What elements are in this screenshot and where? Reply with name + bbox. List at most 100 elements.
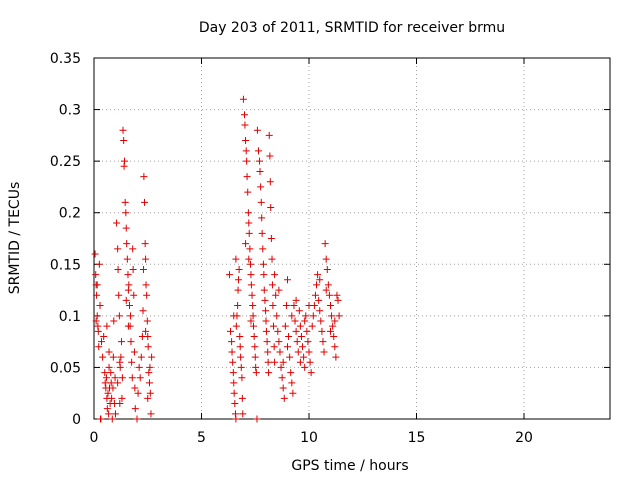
data-point bbox=[314, 271, 322, 279]
data-point bbox=[122, 296, 130, 304]
data-point bbox=[262, 307, 270, 315]
data-point bbox=[119, 126, 127, 134]
data-point bbox=[260, 286, 268, 294]
data-point bbox=[251, 353, 259, 361]
data-point bbox=[301, 317, 309, 325]
data-point bbox=[265, 369, 273, 377]
data-point bbox=[286, 353, 294, 361]
data-point bbox=[116, 363, 124, 371]
data-point bbox=[274, 327, 282, 335]
data-point bbox=[316, 307, 324, 315]
data-point bbox=[120, 137, 128, 145]
data-point bbox=[146, 389, 154, 397]
data-point bbox=[237, 353, 245, 361]
data-point bbox=[321, 240, 329, 248]
data-point bbox=[242, 240, 250, 248]
data-point bbox=[115, 291, 123, 299]
data-point bbox=[311, 291, 319, 299]
data-point bbox=[252, 363, 260, 371]
data-point bbox=[134, 389, 142, 397]
data-point bbox=[94, 327, 102, 335]
data-point bbox=[291, 317, 299, 325]
grid bbox=[94, 58, 610, 419]
data-point bbox=[121, 157, 129, 165]
data-point bbox=[271, 271, 279, 279]
data-point bbox=[269, 302, 277, 310]
data-point bbox=[91, 250, 99, 258]
axis-ticks: 0 5 10 15 20 0 0.05 0.1 0.15 0.2 0.25 0.3 0.35 bbox=[50, 51, 610, 446]
data-point bbox=[145, 379, 153, 387]
data-point bbox=[122, 209, 130, 217]
data-point bbox=[247, 281, 255, 289]
data-point bbox=[322, 255, 330, 263]
data-point bbox=[124, 322, 132, 330]
data-point bbox=[136, 374, 144, 382]
data-point bbox=[129, 265, 137, 273]
data-point bbox=[244, 209, 252, 217]
data-point bbox=[279, 358, 287, 366]
data-point bbox=[108, 415, 116, 423]
data-point bbox=[308, 322, 316, 330]
data-point bbox=[332, 353, 340, 361]
data-point bbox=[334, 296, 342, 304]
data-point bbox=[131, 405, 139, 413]
data-point bbox=[108, 394, 116, 402]
data-point bbox=[328, 312, 336, 320]
data-point bbox=[277, 363, 285, 371]
x-tick-label: 20 bbox=[515, 430, 533, 446]
data-point bbox=[245, 219, 253, 227]
data-point bbox=[330, 332, 338, 340]
data-point bbox=[266, 152, 274, 160]
data-point bbox=[127, 338, 135, 346]
data-point bbox=[318, 327, 326, 335]
data-point bbox=[278, 374, 286, 382]
data-point bbox=[93, 291, 101, 299]
data-point bbox=[130, 291, 138, 299]
data-point bbox=[99, 353, 107, 361]
data-point bbox=[238, 374, 246, 382]
data-point bbox=[122, 224, 130, 232]
data-point bbox=[293, 338, 301, 346]
data-point bbox=[313, 281, 321, 289]
data-point bbox=[288, 379, 296, 387]
data-point bbox=[295, 307, 303, 315]
data-point bbox=[239, 410, 247, 418]
data-point bbox=[93, 312, 101, 320]
data-point bbox=[325, 291, 333, 299]
data-point bbox=[239, 95, 247, 103]
chart-title: Day 203 of 2011, SRMTID for receiver brm… bbox=[199, 20, 505, 36]
data-point bbox=[270, 343, 278, 351]
data-point bbox=[335, 312, 343, 320]
y-tick-label: 0.1 bbox=[59, 309, 81, 325]
data-point bbox=[125, 302, 133, 310]
data-point bbox=[267, 204, 275, 212]
data-point bbox=[292, 327, 300, 335]
data-point bbox=[315, 296, 323, 304]
data-point bbox=[238, 394, 246, 402]
data-point bbox=[225, 271, 233, 279]
data-point bbox=[243, 173, 251, 181]
data-point bbox=[98, 338, 106, 346]
y-tick-label: 0.3 bbox=[59, 103, 81, 119]
data-point bbox=[232, 415, 240, 423]
data-point bbox=[105, 410, 113, 418]
data-point bbox=[320, 348, 328, 356]
data-point bbox=[250, 322, 258, 330]
data-point bbox=[299, 343, 307, 351]
y-tick-label: 0.25 bbox=[50, 154, 81, 170]
data-point bbox=[327, 302, 334, 310]
data-point bbox=[96, 302, 104, 310]
data-point bbox=[230, 312, 238, 320]
data-point bbox=[303, 327, 311, 335]
data-point bbox=[118, 394, 126, 402]
data-point bbox=[306, 358, 314, 366]
data-point bbox=[234, 302, 242, 310]
data-point bbox=[131, 384, 139, 392]
x-tick-label: 5 bbox=[197, 430, 206, 446]
data-point bbox=[232, 322, 240, 330]
data-point bbox=[234, 276, 242, 284]
data-point bbox=[244, 188, 252, 196]
data-point bbox=[247, 260, 255, 268]
data-point bbox=[236, 343, 244, 351]
data-point bbox=[139, 307, 147, 315]
